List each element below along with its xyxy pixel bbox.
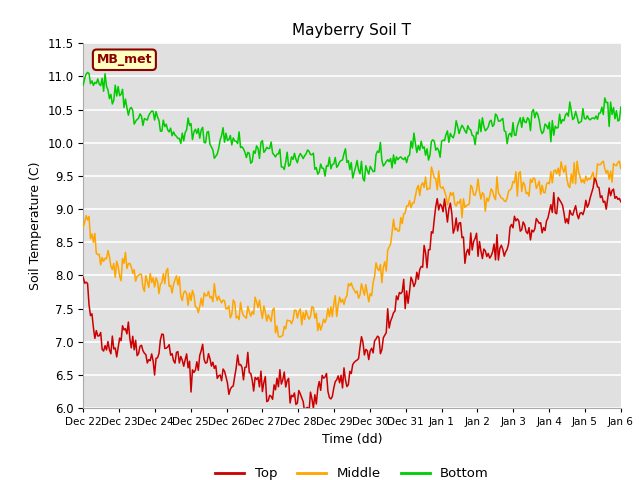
Y-axis label: Soil Temperature (C): Soil Temperature (C) (29, 161, 42, 290)
Text: MB_met: MB_met (97, 53, 152, 66)
X-axis label: Time (dd): Time (dd) (322, 432, 382, 445)
Legend: Top, Middle, Bottom: Top, Middle, Bottom (210, 462, 494, 480)
Title: Mayberry Soil T: Mayberry Soil T (292, 23, 412, 38)
